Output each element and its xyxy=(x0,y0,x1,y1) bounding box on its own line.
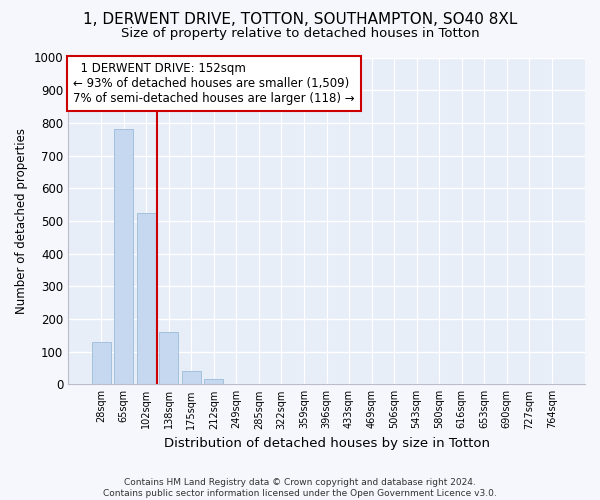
Bar xyxy=(137,212,156,384)
Text: Size of property relative to detached houses in Totton: Size of property relative to detached ho… xyxy=(121,28,479,40)
Bar xyxy=(182,370,201,384)
Bar xyxy=(114,130,133,384)
Bar xyxy=(204,380,223,384)
Bar xyxy=(159,332,178,384)
X-axis label: Distribution of detached houses by size in Totton: Distribution of detached houses by size … xyxy=(164,437,490,450)
Text: Contains HM Land Registry data © Crown copyright and database right 2024.
Contai: Contains HM Land Registry data © Crown c… xyxy=(103,478,497,498)
Y-axis label: Number of detached properties: Number of detached properties xyxy=(15,128,28,314)
Text: 1 DERWENT DRIVE: 152sqm  
← 93% of detached houses are smaller (1,509)
7% of sem: 1 DERWENT DRIVE: 152sqm ← 93% of detache… xyxy=(73,62,355,106)
Bar xyxy=(92,342,110,384)
Text: 1, DERWENT DRIVE, TOTTON, SOUTHAMPTON, SO40 8XL: 1, DERWENT DRIVE, TOTTON, SOUTHAMPTON, S… xyxy=(83,12,517,28)
